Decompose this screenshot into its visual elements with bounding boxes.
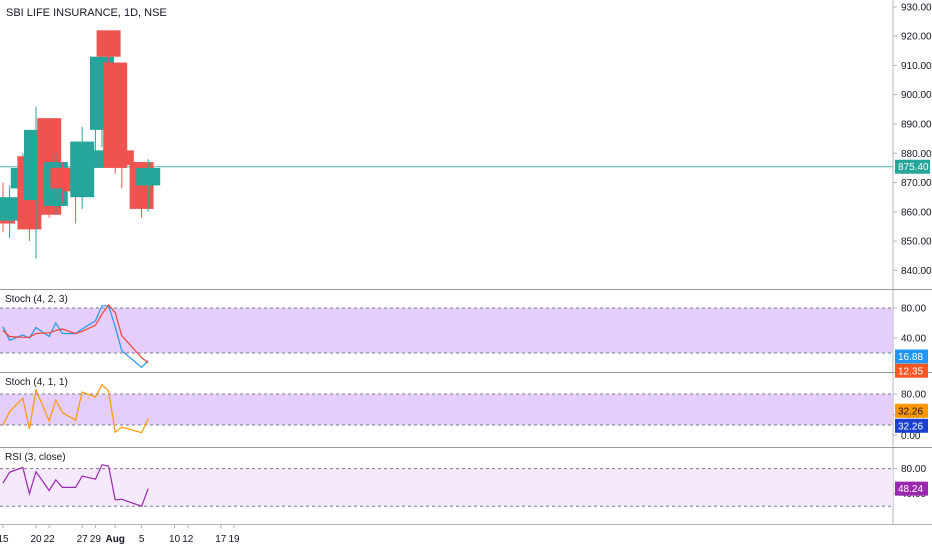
indicator-series-line <box>2 383 149 434</box>
indicator-value-tag: 12.35 <box>895 363 928 378</box>
indicator-value-tag: 32.26 <box>895 418 928 433</box>
time-tick-label: 12 <box>182 534 194 545</box>
candle-body <box>70 141 95 198</box>
candle-body <box>0 197 22 221</box>
time-tick-label: 19 <box>228 534 240 545</box>
candle-body <box>109 150 134 165</box>
indicator-title: Stoch (4, 2, 3) <box>5 294 68 305</box>
price-tick-label: 860.00 <box>901 207 932 218</box>
indicator-value-tag-bg <box>895 418 928 433</box>
candle[interactable] <box>96 30 121 86</box>
indicator-tick-label: 0.00 <box>901 431 921 442</box>
indicator-band <box>0 308 893 353</box>
indicator-value-label: 32.26 <box>898 421 923 432</box>
indicator-value-label: 12.35 <box>898 366 923 377</box>
candle-body <box>136 167 161 186</box>
indicator-tick-label: 80.00 <box>901 464 926 475</box>
last-price-tag-bg <box>895 159 930 174</box>
time-tick-label: 29 <box>90 534 102 545</box>
indicator-value-tag: 32.26 <box>895 403 928 418</box>
price-tick-label: 930.00 <box>901 2 932 13</box>
time-tick-label: 22 <box>44 534 56 545</box>
time-tick-label: 27 <box>77 534 89 545</box>
indicator-band <box>0 394 893 425</box>
indicator-value-tag-bg <box>895 481 928 496</box>
price-tick-label: 890.00 <box>901 120 932 131</box>
indicator-tick-label: 40.00 <box>901 334 926 345</box>
price-tick-label: 870.00 <box>901 178 932 189</box>
time-tick-label: 10 <box>169 534 181 545</box>
candle[interactable] <box>136 159 161 212</box>
time-tick-label: Aug <box>105 534 124 545</box>
indicator-title: Stoch (4, 1, 1) <box>5 377 68 388</box>
price-tick-label: 840.00 <box>901 266 932 277</box>
candle[interactable] <box>83 124 108 168</box>
candle-body <box>96 30 121 57</box>
price-tick-label: 850.00 <box>901 237 932 248</box>
price-tick-label: 920.00 <box>901 32 932 43</box>
time-tick-label: 5 <box>139 534 145 545</box>
indicator-value-label: 16.88 <box>898 352 923 363</box>
time-tick-label: 15 <box>0 534 9 545</box>
time-tick-label: 17 <box>215 534 227 545</box>
last-price-tag: 875.40 <box>895 159 930 174</box>
indicator-series-line <box>2 304 149 364</box>
candle[interactable] <box>0 185 22 239</box>
indicator-value-label: 48.24 <box>898 484 923 495</box>
indicator-value-tag-bg <box>895 403 928 418</box>
price-tick-label: 880.00 <box>901 149 932 160</box>
price-tick-label: 910.00 <box>901 61 932 72</box>
indicator-value-tag-bg <box>895 363 928 378</box>
indicator-tick-label: 80.00 <box>901 390 926 401</box>
time-tick-label: 20 <box>30 534 42 545</box>
indicator-value-tag: 16.88 <box>895 349 928 364</box>
indicator-tick-label: 80.00 <box>901 304 926 315</box>
indicator-value-tag: 48.24 <box>895 481 928 496</box>
indicator-band <box>0 468 893 507</box>
candle[interactable] <box>109 144 134 189</box>
indicator-value-label: 32.26 <box>898 406 923 417</box>
indicator-title: RSI (3, close) <box>5 452 66 463</box>
chart-title: SBI LIFE INSURANCE, 1D, NSE <box>6 7 167 19</box>
indicator-series-line <box>2 464 149 507</box>
indicator-value-tag-bg <box>895 349 928 364</box>
last-price-tag-label: 875.40 <box>898 162 929 173</box>
candle-body <box>83 150 108 168</box>
price-tick-label: 900.00 <box>901 90 932 101</box>
